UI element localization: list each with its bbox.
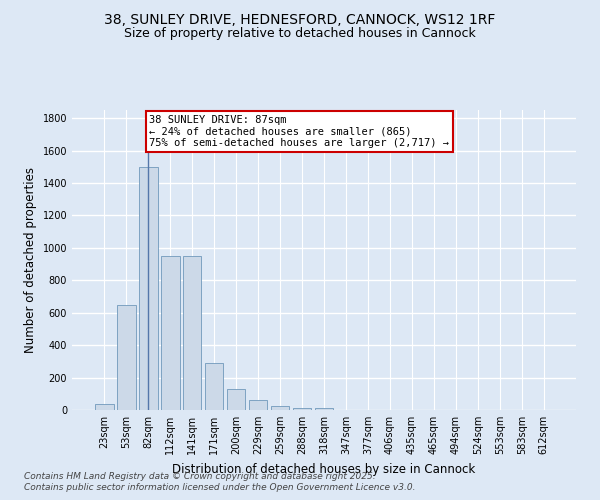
Y-axis label: Number of detached properties: Number of detached properties (24, 167, 37, 353)
Bar (314, 408, 334, 410)
Bar (293, 408, 311, 410)
X-axis label: Distribution of detached houses by size in Cannock: Distribution of detached houses by size … (172, 462, 476, 475)
Bar (183, 256, 202, 410)
Bar (205, 363, 223, 410)
Bar (227, 389, 245, 410)
Bar (249, 400, 268, 410)
Bar (95, 404, 113, 410)
Text: 38 SUNLEY DRIVE: 87sqm
← 24% of detached houses are smaller (865)
75% of semi-de: 38 SUNLEY DRIVE: 87sqm ← 24% of detached… (149, 115, 449, 148)
Text: Size of property relative to detached houses in Cannock: Size of property relative to detached ho… (124, 28, 476, 40)
Bar (161, 256, 179, 410)
Text: Contains HM Land Registry data © Crown copyright and database right 2025.: Contains HM Land Registry data © Crown c… (24, 472, 376, 481)
Bar (117, 304, 136, 410)
Bar (271, 406, 289, 410)
Bar (139, 167, 158, 410)
Text: Contains public sector information licensed under the Open Government Licence v3: Contains public sector information licen… (24, 484, 415, 492)
Text: 38, SUNLEY DRIVE, HEDNESFORD, CANNOCK, WS12 1RF: 38, SUNLEY DRIVE, HEDNESFORD, CANNOCK, W… (104, 12, 496, 26)
